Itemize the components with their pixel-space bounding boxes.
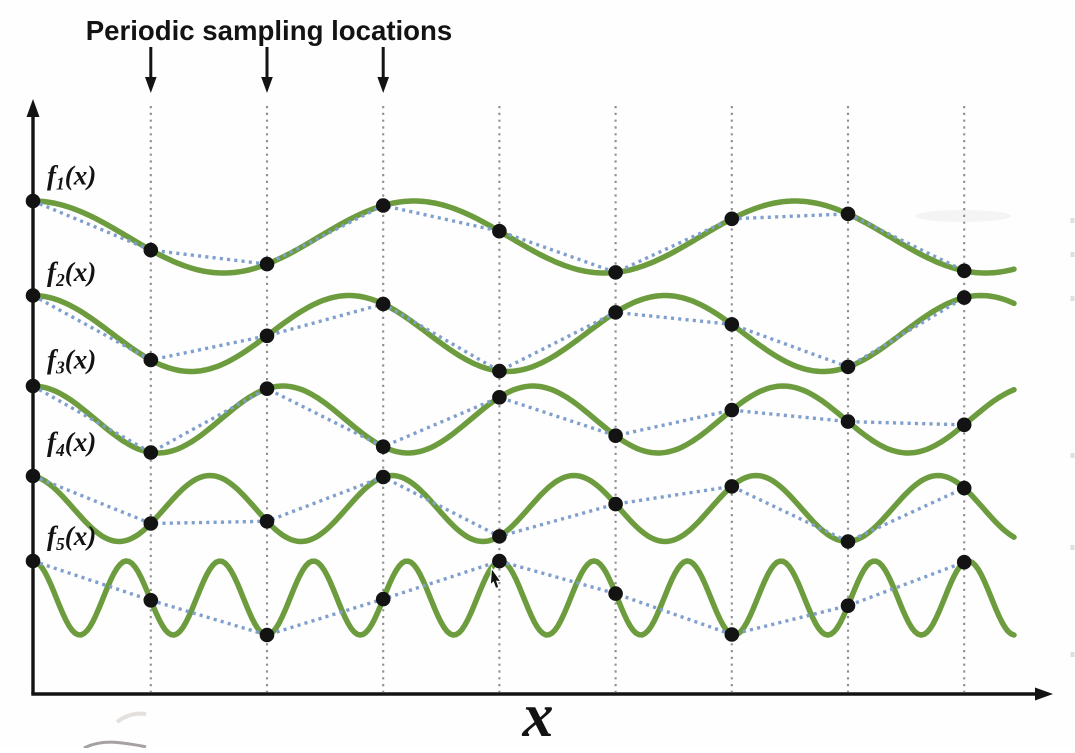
svg-text:f4(x): f4(x)	[47, 427, 96, 460]
svg-text:x: x	[522, 682, 554, 748]
svg-text:f1(x): f1(x)	[47, 161, 96, 194]
svg-text:f3(x): f3(x)	[47, 345, 96, 378]
svg-text:Periodic sampling locations: Periodic sampling locations	[86, 15, 452, 46]
svg-text:f5(x): f5(x)	[47, 521, 96, 554]
svg-text:f2(x): f2(x)	[47, 257, 96, 290]
